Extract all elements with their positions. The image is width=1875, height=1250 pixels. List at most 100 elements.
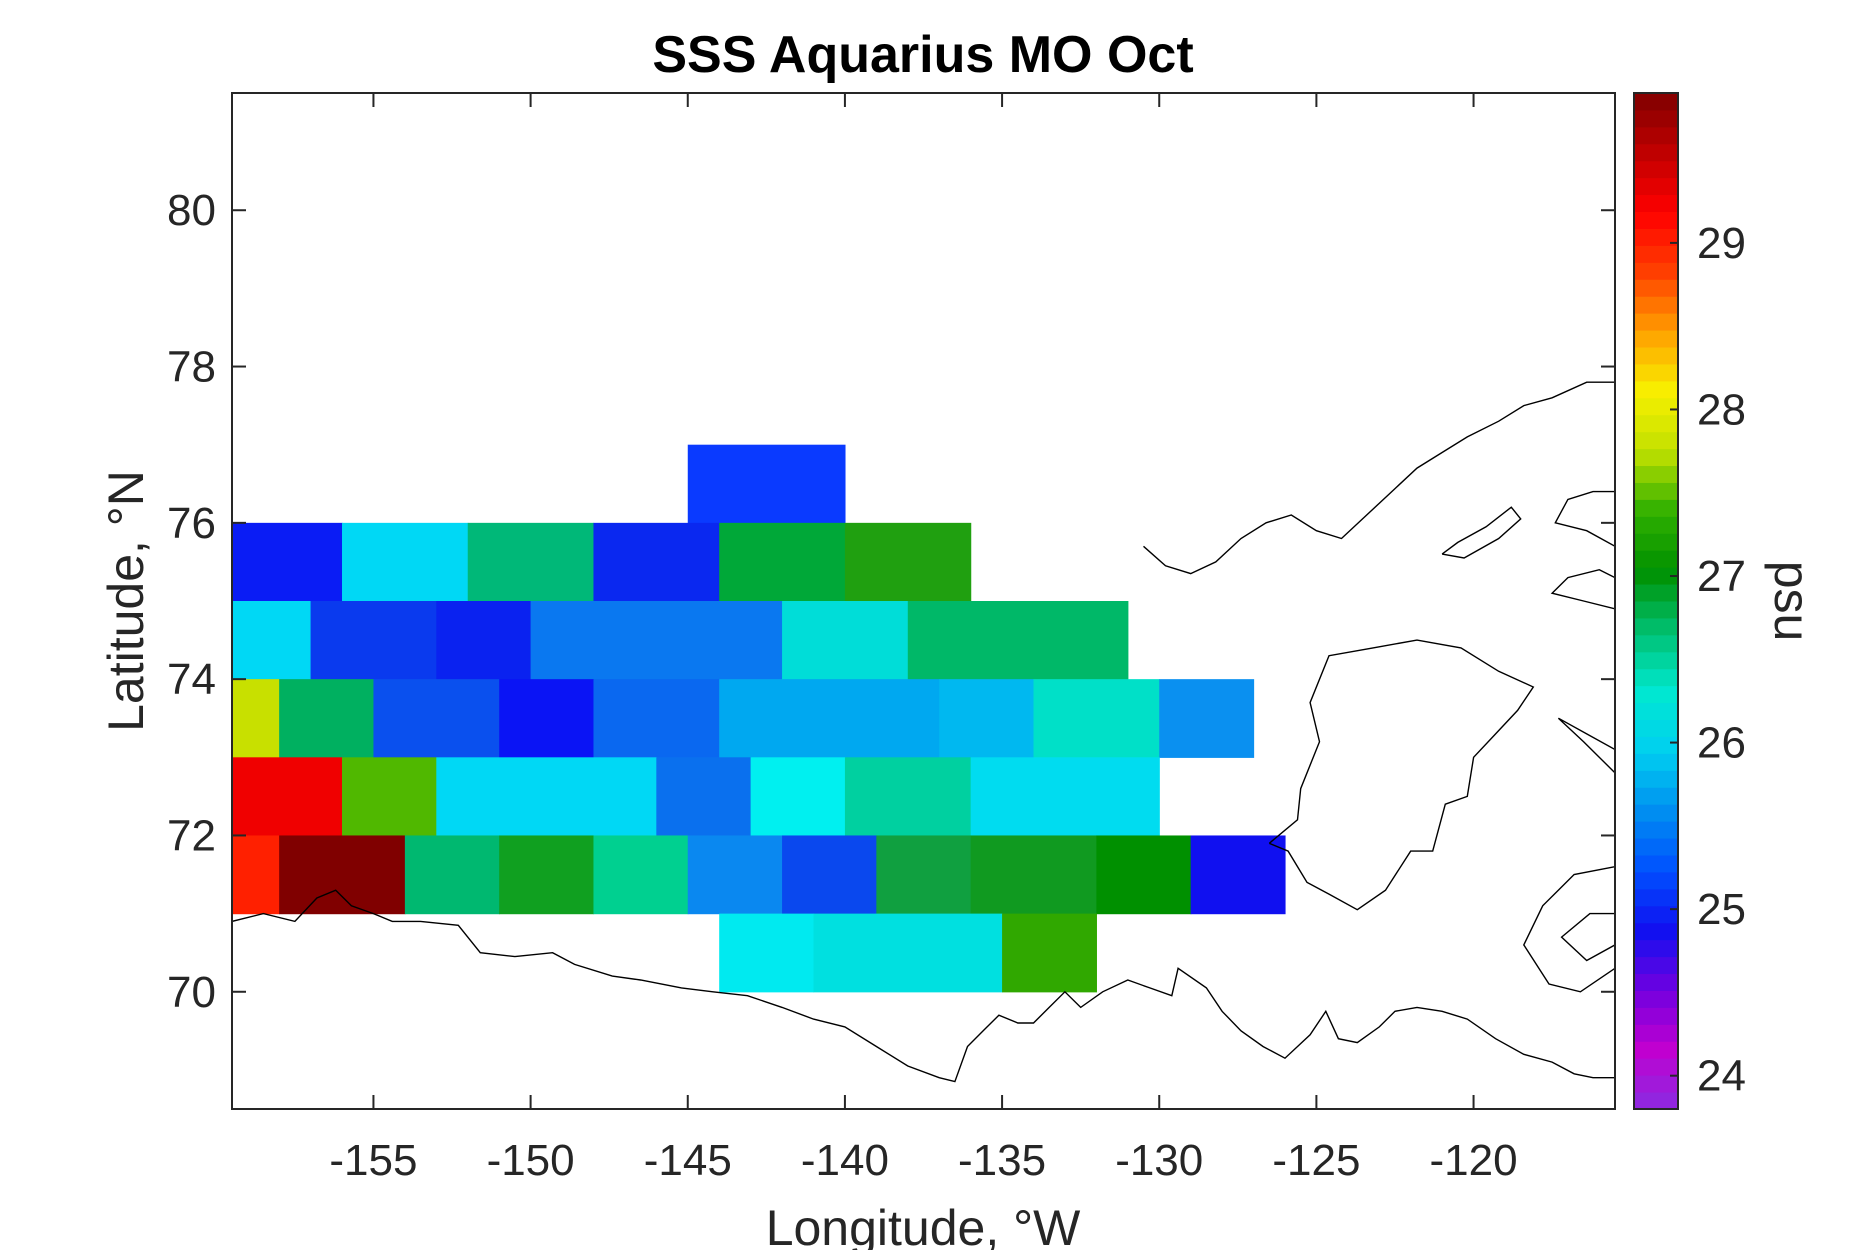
coastline-0 [232,889,1615,1083]
colorbar-segment [1634,397,1678,416]
colorbar-segment [1634,1007,1678,1025]
salinity-cell-40 [719,913,815,993]
salinity-cells [232,444,1286,993]
colorbar-segment [1634,143,1678,162]
colorbar-segment [1634,211,1678,229]
salinity-cell-9 [436,601,532,680]
colorbar-segment [1634,634,1678,653]
salinity-cell-14 [279,679,375,758]
colorbar-segment [1634,499,1678,517]
coastline-7 [1522,866,1615,993]
colorbar-segment [1634,838,1678,856]
colorbar-segment [1634,685,1678,704]
colorbar-tick-label: 24 [1697,1052,1746,1101]
salinity-cell-1 [232,522,343,602]
x-tick-label: -150 [487,1136,575,1185]
salinity-cell-16 [499,679,595,758]
colorbar-segment [1634,584,1678,602]
colorbar-segment [1634,753,1678,771]
salinity-cell-23 [342,757,437,837]
colorbar-tick-label: 27 [1697,552,1746,601]
colorbar-segment [1634,1041,1678,1059]
colorbar-segment [1634,93,1678,111]
y-axis-label: Latitude, °N [98,470,154,732]
salinity-cell-17 [593,679,720,758]
salinity-cell-39 [1190,835,1286,915]
colorbar-segment [1634,194,1678,213]
colorbar-segment [1634,617,1678,636]
colorbar-segment [1634,804,1678,822]
colorbar-segment [1634,651,1678,670]
colorbar-label: psu [1764,561,1820,642]
y-tick-label: 80 [167,186,216,235]
colorbar-segment [1634,550,1678,568]
salinity-cell-13 [232,679,280,758]
colorbar-segment [1634,973,1678,991]
salinity-cell-6 [844,522,972,602]
colorbar-segment [1634,668,1678,687]
colorbar-tick-label: 25 [1697,885,1746,934]
coastlines [232,381,1615,1083]
x-tick-label: -120 [1430,1136,1518,1185]
colorbar-segment [1634,1058,1678,1076]
x-tick-label: -135 [958,1136,1046,1185]
x-axis-ticks: -155 -150 -145 -140 -135 -130 -125 -120 [329,93,1518,1185]
salinity-cell-38 [1096,835,1192,915]
salinity-cell-34 [687,835,783,915]
salinity-cell-4 [593,522,720,602]
coastline-2 [1143,381,1615,575]
salinity-cell-27 [844,757,972,837]
salinity-cell-30 [279,835,406,915]
salinity-cell-10 [530,601,783,680]
colorbar-segment [1634,956,1678,975]
coastline-5 [1441,506,1522,559]
salinity-cell-22 [232,757,343,837]
colorbar-segment [1634,228,1678,246]
salinity-cell-29 [232,835,280,915]
salinity-cell-19 [939,679,1035,758]
colorbar-segment [1634,888,1678,907]
colorbar-segment [1634,821,1678,839]
colorbar-segment [1634,939,1678,958]
colorbar-ticks: 24 25 26 27 28 29 [1670,219,1746,1101]
plot-area-frame [231,92,1616,1110]
colorbar-segment [1634,871,1678,890]
salinity-cell-21 [1159,679,1255,758]
colorbar-segment [1634,347,1678,365]
colorbar-segment [1634,702,1678,721]
y-tick-label: 72 [167,811,216,860]
salinity-cell-42 [1002,913,1097,993]
salinity-cell-18 [719,679,940,758]
y-axis-ticks: 70 72 74 76 78 80 [167,186,1615,1017]
colorbar-segment [1634,905,1678,924]
salinity-cell-0 [687,444,846,524]
coastline-8 [1560,912,1615,962]
salinity-cell-2 [342,522,469,602]
salinity-cell-20 [1033,679,1160,758]
y-tick-label: 76 [167,499,216,548]
salinity-cell-37 [970,835,1097,915]
colorbar-segment [1634,601,1678,619]
colorbar-tick-label: 29 [1697,219,1746,268]
coastline-4 [1550,568,1615,610]
colorbar-segment [1634,719,1678,737]
colorbar-segment [1634,516,1678,534]
colorbar-segment [1634,448,1678,467]
salinity-cell-8 [310,601,437,680]
colorbar-segment [1634,787,1678,805]
colorbar-segment [1634,160,1678,179]
salinity-cell-41 [813,913,1003,993]
colorbar-segment [1634,109,1678,128]
colorbar-segment [1634,330,1678,348]
colorbar-segment [1634,990,1678,1008]
colorbar-segment [1634,296,1678,314]
colorbar-segment [1634,922,1678,941]
salinity-cell-12 [907,601,1129,680]
coastline-6 [1557,717,1615,774]
x-tick-label: -130 [1115,1136,1203,1185]
colorbar-segment [1634,855,1678,873]
colorbar-segment [1634,279,1678,297]
colorbar-segment [1634,363,1678,382]
salinity-cell-24 [436,757,657,837]
